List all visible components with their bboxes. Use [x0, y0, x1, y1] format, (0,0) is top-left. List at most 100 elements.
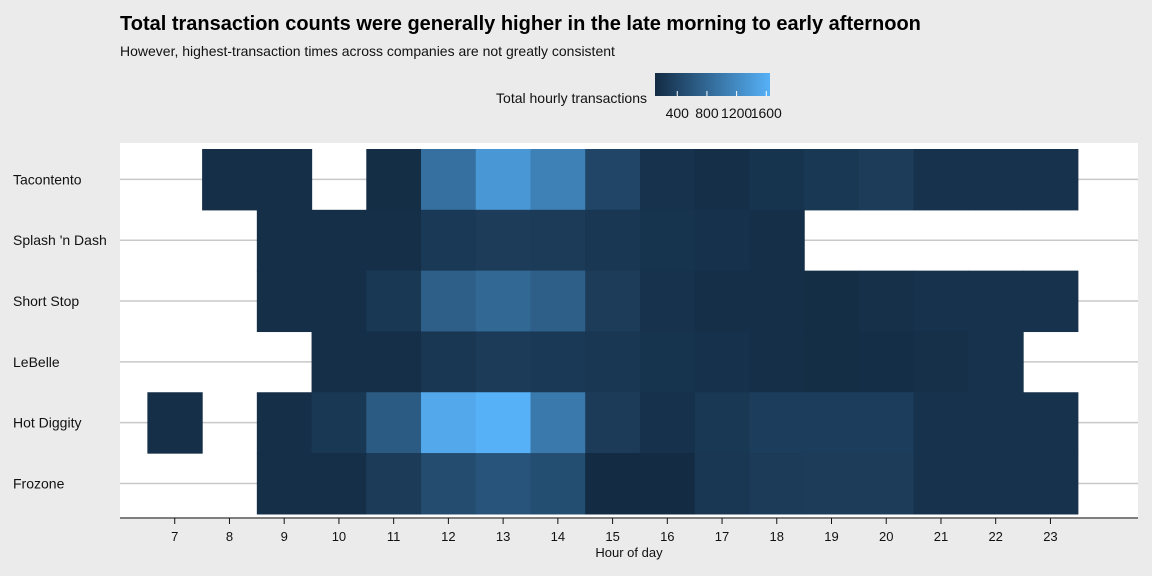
heatmap-cell [858, 453, 915, 515]
y-tick-label: LeBelle [13, 354, 60, 370]
heatmap-cell [202, 149, 258, 211]
heatmap-cell [749, 392, 805, 454]
heatmap-cell [530, 270, 586, 333]
heatmap-cell [694, 331, 751, 393]
x-tick-label: 13 [496, 529, 510, 544]
heatmap-cell [968, 270, 1024, 333]
heatmap-cell [421, 149, 477, 211]
heatmap-cell [804, 149, 860, 211]
heatmap-cell [585, 209, 641, 272]
heatmap-cell [913, 270, 969, 333]
x-tick-label: 12 [441, 529, 455, 544]
heatmap-cell [475, 149, 532, 211]
x-tick-label: 18 [770, 529, 784, 544]
heatmap-cell [858, 270, 915, 333]
heatmap-cell [804, 270, 860, 333]
heatmap-cell [366, 453, 422, 515]
heatmap-cell [366, 149, 422, 211]
heatmap-cell [913, 392, 969, 454]
heatmap-cell [858, 331, 915, 393]
x-axis-title: Hour of day [595, 545, 663, 560]
heatmap-cell [475, 453, 532, 515]
legend-tick-label: 1200 [721, 105, 752, 121]
heatmap-cell [639, 453, 696, 515]
heatmap-cell [694, 392, 751, 454]
x-tick-label: 9 [281, 529, 288, 544]
x-tick-label: 14 [551, 529, 565, 544]
heatmap-cell [639, 270, 696, 333]
heatmap-cell [311, 270, 367, 333]
heatmap-cell [968, 392, 1024, 454]
heatmap-cell [749, 270, 805, 333]
heatmap-cell [475, 209, 532, 272]
chart-subtitle: However, highest-transaction times acros… [120, 43, 615, 59]
heatmap-cell [530, 392, 586, 454]
heatmap-cell [1023, 392, 1079, 454]
heatmap-cell [804, 392, 860, 454]
legend-tick-label: 800 [695, 105, 719, 121]
heatmap-cell [530, 453, 586, 515]
heatmap-cell [694, 209, 751, 272]
heatmap-cell [530, 209, 586, 272]
heatmap-cell [585, 331, 641, 393]
heatmap-cell [311, 331, 367, 393]
x-tick-label: 21 [934, 529, 948, 544]
heatmap-cell [311, 209, 367, 272]
heatmap-cell [694, 270, 751, 333]
x-tick-label: 20 [879, 529, 893, 544]
x-tick-label: 23 [1043, 529, 1057, 544]
heatmap-cell [311, 392, 367, 454]
heatmap-cell [585, 149, 641, 211]
y-tick-label: Frozone [13, 475, 65, 491]
heatmap-cell [749, 453, 805, 515]
heatmap-cell [421, 453, 477, 515]
heatmap-cell [694, 149, 751, 211]
heatmap-cell [421, 209, 477, 272]
heatmap-cell [475, 392, 532, 454]
heatmap-cell [256, 392, 313, 454]
x-tick-label: 8 [226, 529, 233, 544]
heatmap-cell [1023, 270, 1079, 333]
x-tick-label: 16 [660, 529, 674, 544]
x-tick-label: 7 [171, 529, 178, 544]
heatmap-cell [639, 331, 696, 393]
x-tick-label: 19 [824, 529, 838, 544]
heatmap-cell [749, 209, 805, 272]
heatmap-cell [475, 270, 532, 333]
heatmap-cell [694, 453, 751, 515]
heatmap-cell [366, 392, 422, 454]
heatmap-cell [311, 453, 367, 515]
heatmap-cell [639, 209, 696, 272]
legend-color-bar [655, 73, 770, 96]
heatmap-cell [913, 149, 969, 211]
heatmap-cell [1023, 149, 1079, 211]
x-tick-label: 22 [988, 529, 1002, 544]
heatmap-cell [585, 453, 641, 515]
y-tick-label: Hot Diggity [13, 415, 81, 431]
heatmap-cell [147, 392, 203, 454]
x-tick-label: 17 [715, 529, 729, 544]
y-tick-label: Tacontento [13, 171, 82, 187]
heatmap-cell [366, 270, 422, 333]
heatmap-cell [585, 392, 641, 454]
heatmap-cell [421, 392, 477, 454]
heatmap-cell [421, 331, 477, 393]
heatmap-cell [749, 149, 805, 211]
x-tick-label: 11 [387, 529, 401, 544]
heatmap-cell [1023, 453, 1079, 515]
y-tick-label: Short Stop [13, 293, 79, 309]
heatmap-cell [804, 453, 860, 515]
heatmap-cell [913, 331, 969, 393]
legend-title: Total hourly transactions [496, 90, 647, 106]
heatmap-cell [968, 453, 1024, 515]
heatmap-cell [366, 209, 422, 272]
heatmap-cell [256, 149, 313, 211]
x-tick-label: 10 [332, 529, 346, 544]
heatmap-cell [256, 209, 313, 272]
heatmap-cell [858, 149, 915, 211]
heatmap-cell [968, 331, 1024, 393]
x-tick-label: 15 [605, 529, 619, 544]
heatmap-cell [421, 270, 477, 333]
heatmap-cell [530, 149, 586, 211]
